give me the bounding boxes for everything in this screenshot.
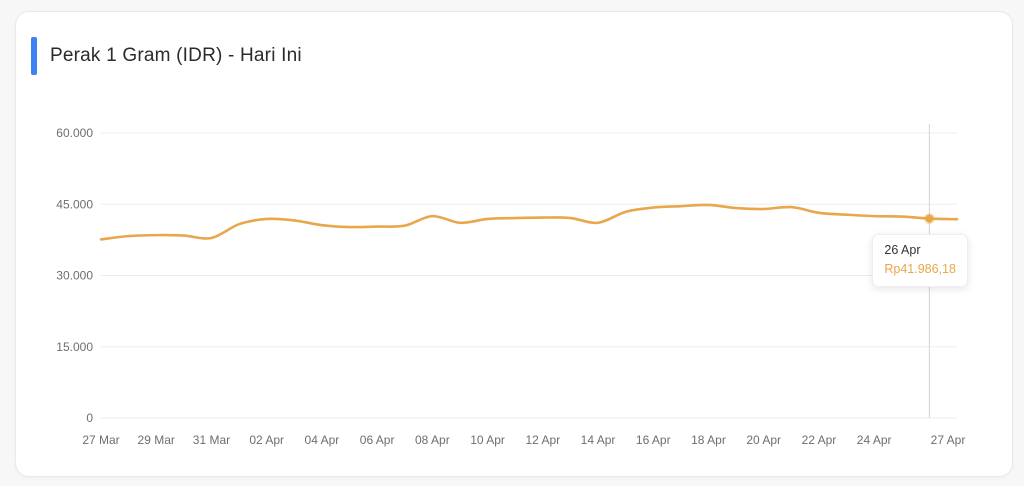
price-line-chart[interactable]: 60.000 45.000 30.000 15.000 0 27 Mar 29 Mar 31 …	[16, 12, 1012, 476]
x-axis-label: 22 Apr	[802, 433, 837, 447]
x-axis-label: 27 Mar	[82, 433, 119, 447]
y-axis-label: 30.000	[56, 269, 93, 283]
x-axis-label: 20 Apr	[746, 433, 781, 447]
tooltip-date: 26 Apr	[884, 242, 921, 257]
price-series-line	[99, 203, 959, 241]
x-axis-label: 31 Mar	[193, 433, 230, 447]
y-axis-label: 60.000	[56, 126, 93, 140]
card-header: Perak 1 Gram (IDR) - Hari Ini	[31, 37, 302, 75]
x-axis-label: 10 Apr	[470, 433, 505, 447]
y-axis-label: 15.000	[56, 340, 93, 354]
x-axis-label: 24 Apr	[857, 433, 892, 447]
chart-tooltip: 26 Apr Rp41.986,18	[872, 233, 968, 288]
hover-point-marker	[923, 213, 935, 225]
y-axis-label: 0	[86, 411, 93, 425]
x-axis-label: 08 Apr	[415, 433, 450, 447]
x-axis-label: 16 Apr	[636, 433, 671, 447]
y-axis-label: 45.000	[56, 197, 93, 211]
x-axis-label: 27 Apr	[931, 433, 966, 447]
x-axis-label: 02 Apr	[249, 433, 284, 447]
chart-card: Perak 1 Gram (IDR) - Hari Ini 60.000 45.0…	[15, 11, 1013, 477]
x-axis-label: 29 Mar	[138, 433, 175, 447]
x-axis-label: 06 Apr	[360, 433, 395, 447]
x-axis-label: 18 Apr	[691, 433, 726, 447]
x-axis-label: 12 Apr	[525, 433, 560, 447]
x-axis-label: 04 Apr	[305, 433, 340, 447]
x-axis-label: 14 Apr	[581, 433, 616, 447]
title-accent-bar	[31, 37, 37, 75]
page-title: Perak 1 Gram (IDR) - Hari Ini	[50, 45, 302, 66]
tooltip-value: Rp41.986,18	[884, 261, 956, 276]
chart-canvas[interactable]: 60.000 45.000 30.000 15.000 0 27 Mar 29 Mar 31 …	[16, 12, 1012, 476]
